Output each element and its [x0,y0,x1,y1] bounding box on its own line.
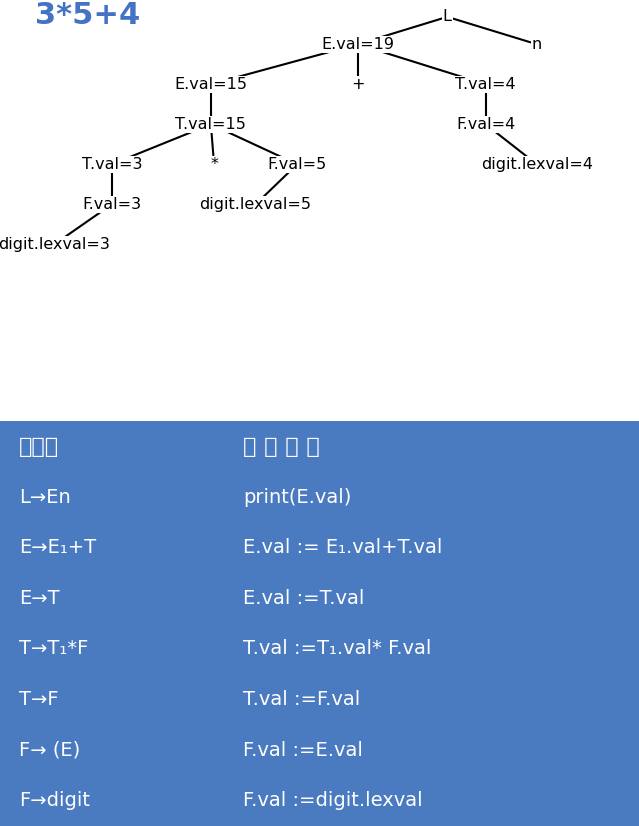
Text: print(E.val): print(E.val) [243,487,351,506]
FancyBboxPatch shape [0,421,639,826]
Text: T.val=15: T.val=15 [176,116,246,132]
Text: E.val=15: E.val=15 [174,77,247,92]
Text: digit.lexval=3: digit.lexval=3 [0,237,111,252]
Text: E.val := E₁.val+T.val: E.val := E₁.val+T.val [243,539,442,558]
Text: F.val :=E.val: F.val :=E.val [243,741,363,760]
Text: T→T₁*F: T→T₁*F [19,639,89,658]
Text: +: + [351,77,365,92]
Text: 产生式: 产生式 [19,437,59,457]
Text: F.val=5: F.val=5 [268,157,327,172]
Text: F→ (E): F→ (E) [19,741,81,760]
Text: T.val=4: T.val=4 [456,77,516,92]
Text: E→T: E→T [19,589,60,608]
Text: digit.lexval=4: digit.lexval=4 [481,157,593,172]
Text: T→F: T→F [19,690,59,709]
Text: F.val :=digit.lexval: F.val :=digit.lexval [243,791,422,810]
Text: F.val=4: F.val=4 [456,116,515,132]
Text: digit.lexval=5: digit.lexval=5 [199,197,312,211]
Text: T.val=3: T.val=3 [82,157,142,172]
Text: F.val=3: F.val=3 [82,197,141,211]
Text: T.val :=F.val: T.val :=F.val [243,690,360,709]
Text: E.val=19: E.val=19 [321,36,394,52]
Text: n: n [532,36,542,52]
Text: 语 义 规 则: 语 义 规 则 [243,437,320,457]
Text: L: L [443,9,452,24]
Text: L→En: L→En [19,487,71,506]
Text: E→E₁+T: E→E₁+T [19,539,96,558]
Text: F→digit: F→digit [19,791,90,810]
Text: T.val :=T₁.val* F.val: T.val :=T₁.val* F.val [243,639,431,658]
Text: *: * [210,157,218,172]
Text: 3*5+4: 3*5+4 [35,1,141,30]
Text: E.val :=T.val: E.val :=T.val [243,589,364,608]
